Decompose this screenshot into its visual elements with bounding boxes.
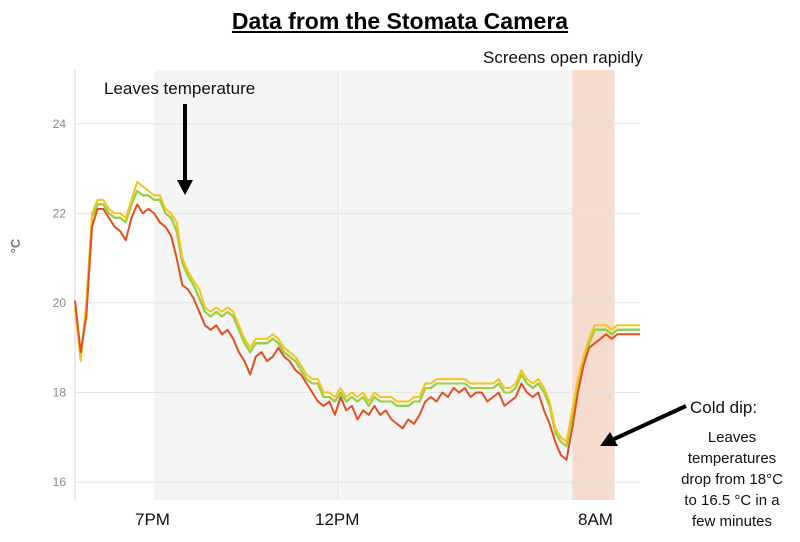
annotation-cold-dip: Cold dip:	[690, 398, 758, 417]
x-tick-label: 7PM	[135, 510, 170, 529]
y-tick-label: 22	[53, 206, 67, 220]
y-axis-label: °C	[8, 238, 23, 253]
shaded-region	[572, 70, 615, 500]
series-line	[74, 203, 640, 461]
y-tick-label: 24	[53, 117, 67, 131]
shaded-region	[340, 70, 573, 500]
note-line: to 16.5 °C in a	[684, 492, 780, 509]
x-tick-label: 12PM	[315, 510, 360, 529]
note-line: temperatures	[687, 450, 777, 467]
note-line: Leaves	[707, 429, 757, 446]
note-line: drop from 18°C	[681, 471, 783, 488]
cold-dip-arrowhead	[600, 432, 618, 446]
series-line	[74, 189, 640, 448]
y-tick-label: 18	[53, 386, 67, 400]
annotation-leaves-temperature: Leaves temperature	[104, 79, 256, 98]
y-tick-label: 16	[53, 475, 67, 489]
note-line: few minutes	[691, 513, 773, 530]
x-tick-label: 8AM	[578, 510, 613, 529]
cold-dip-note: Leaves temperatures drop from 18°C to 16…	[672, 427, 792, 532]
series-line	[74, 181, 640, 443]
annotation-screens-open: Screens open rapidly	[483, 48, 643, 67]
leaves-temp-arrowhead	[177, 180, 193, 195]
cold-dip-arrow-shaft	[611, 404, 687, 442]
page-title: Data from the Stomata Camera	[231, 8, 569, 34]
y-tick-label: 20	[53, 296, 67, 310]
